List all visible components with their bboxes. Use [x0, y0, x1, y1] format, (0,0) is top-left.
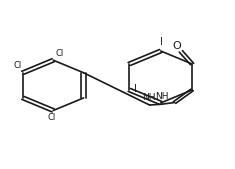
- Text: I: I: [160, 37, 163, 47]
- Text: Cl: Cl: [13, 61, 22, 70]
- Text: O: O: [172, 41, 181, 51]
- Text: NH: NH: [143, 93, 156, 102]
- Text: Cl: Cl: [48, 114, 56, 123]
- Text: NH: NH: [155, 92, 169, 101]
- Text: Cl: Cl: [56, 49, 64, 58]
- Text: I: I: [134, 84, 137, 94]
